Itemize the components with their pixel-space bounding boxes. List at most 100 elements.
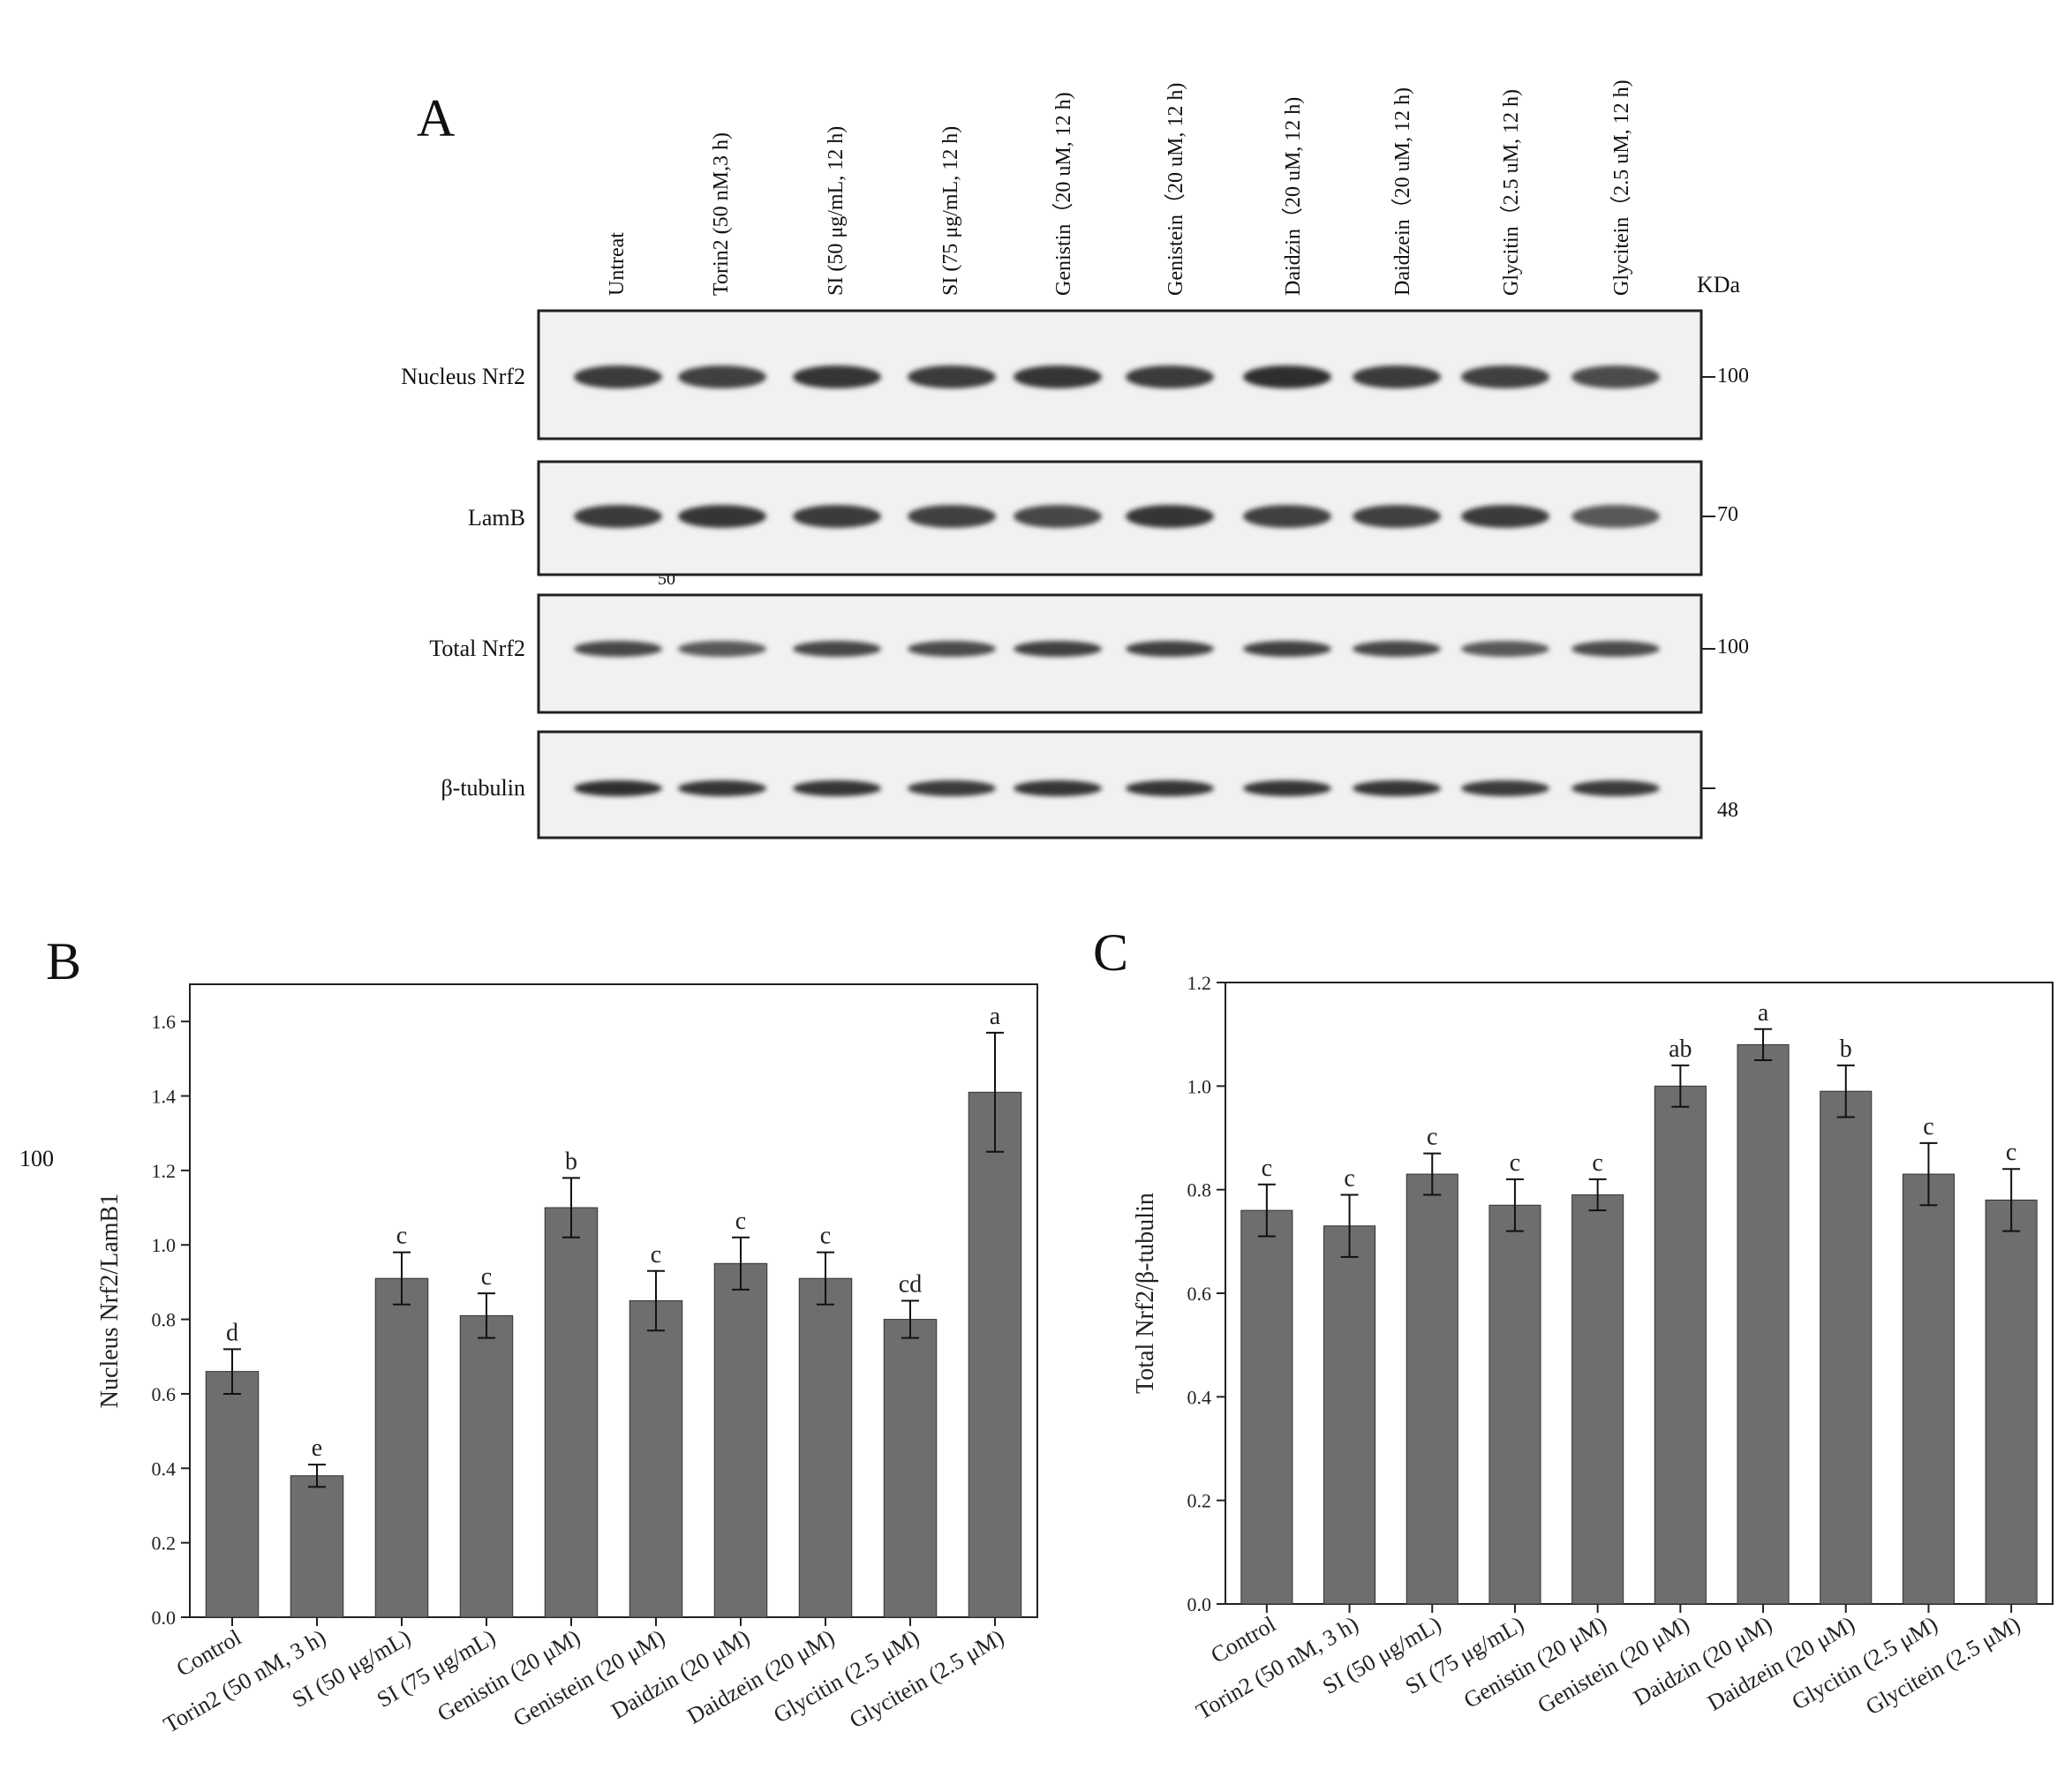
blot-band	[1014, 780, 1102, 796]
significance-letter: c	[396, 1223, 407, 1250]
x-tick-label: Genistein (20 μM)	[509, 1624, 669, 1732]
blot-band	[1571, 641, 1660, 657]
significance-letter: c	[1262, 1155, 1272, 1182]
blot-band	[1243, 641, 1331, 657]
blot-band	[793, 780, 881, 796]
blot-band	[1571, 365, 1660, 388]
x-tick-label: Daidzin (20 μM)	[1629, 1611, 1776, 1711]
y-tick-label: 0.8	[152, 1309, 177, 1331]
chart-c: 0.0 0.2 0.4 0.6 0.8 1.0 1.2 Total Nrf2/β-tubuli…	[1132, 972, 2054, 1725]
blot-band	[1353, 365, 1441, 388]
blot-band	[793, 641, 881, 657]
row-label-total-nrf2: Total Nrf2	[429, 636, 525, 661]
bar	[1488, 1204, 1541, 1605]
blot-band	[678, 780, 766, 796]
significance-letter: c	[1592, 1149, 1602, 1177]
blot-band	[1243, 365, 1331, 388]
blot-band	[908, 365, 996, 388]
blot-band	[1461, 505, 1549, 528]
blot-band	[1571, 505, 1660, 528]
blot-band	[1014, 505, 1102, 528]
bar	[1323, 1225, 1376, 1605]
marker-nucleus-nrf2: 100	[1717, 365, 1749, 388]
blot-band	[1126, 505, 1214, 528]
blot-band	[1243, 780, 1331, 796]
blot-band	[1126, 641, 1214, 657]
blot-band	[908, 641, 996, 657]
bar	[968, 1091, 1022, 1618]
bar	[1571, 1194, 1624, 1605]
blot-band	[678, 365, 766, 388]
y-tick-label: 0.8	[1187, 1179, 1212, 1201]
blot-band	[1571, 780, 1660, 796]
blot-band	[908, 505, 996, 528]
y-tick-label: 0.2	[1187, 1490, 1212, 1512]
row-label-nucleus-nrf2: Nucleus Nrf2	[401, 364, 525, 389]
blot-band	[678, 641, 766, 657]
significance-letter: c	[1427, 1124, 1437, 1151]
plot-frame	[189, 983, 1038, 1618]
kda-label: KDa	[1697, 272, 1741, 297]
significance-letter: c	[2006, 1139, 2016, 1166]
blot-band	[1461, 780, 1549, 796]
y-tick-label: 1.2	[1187, 972, 1212, 994]
y-tick-label: 0.0	[152, 1607, 177, 1629]
y-axis-label: Nucleus Nrf2/LamB1	[96, 1193, 124, 1408]
x-tick-label: Daidzein (20 μM)	[1703, 1611, 1859, 1716]
blot-band	[1126, 365, 1214, 388]
blot-band	[1014, 641, 1102, 657]
significance-letter: c	[820, 1223, 831, 1250]
bar	[713, 1262, 768, 1618]
bar	[629, 1300, 683, 1618]
bar	[1406, 1173, 1458, 1605]
row-label-lamb: LamB	[468, 505, 525, 531]
x-tick-label: Glycitein (2.5 μM)	[1861, 1611, 2024, 1720]
panel-label-b: B	[46, 932, 82, 990]
blot-band	[574, 780, 662, 796]
significance-letter: b	[1840, 1035, 1852, 1063]
bar	[1820, 1090, 1873, 1605]
blot-band	[793, 505, 881, 528]
marker-total-nrf2: 100	[1717, 636, 1749, 659]
y-tick-label: 1.2	[152, 1160, 177, 1182]
significance-letter: e	[312, 1434, 322, 1462]
y-tick-label: 0.6	[152, 1383, 177, 1405]
row-label-beta-tubulin: β-tubulin	[441, 775, 525, 801]
significance-letter: c	[1510, 1149, 1520, 1177]
blot-band	[1353, 780, 1441, 796]
blot-band	[1461, 641, 1549, 657]
bar	[798, 1277, 853, 1618]
significance-letter: c	[481, 1263, 492, 1291]
y-tick-label: 1.6	[152, 1011, 177, 1033]
marker-lamb: 70	[1717, 503, 1738, 526]
y-tick-label: 0.0	[1187, 1593, 1212, 1615]
y-tick-label: 0.6	[1187, 1283, 1212, 1305]
bar	[1654, 1085, 1707, 1605]
significance-letter: cd	[899, 1271, 922, 1299]
y-tick-label: 1.0	[152, 1234, 177, 1256]
bar	[544, 1207, 599, 1618]
bar	[883, 1319, 938, 1618]
x-tick-label: Genistin (20 μM)	[433, 1624, 584, 1727]
stray-label-100: 100	[19, 1146, 54, 1171]
y-tick-label: 0.2	[152, 1532, 177, 1555]
bar	[1240, 1209, 1293, 1605]
chart-b: 0.0 0.2 0.4 0.6 0.8 1.0 1.2 1.4 1.6 Nucleus Nrf2/…	[96, 983, 1038, 1738]
significance-letter: c	[651, 1241, 661, 1269]
bar	[205, 1371, 260, 1618]
blot-band	[574, 365, 662, 388]
panel-label-a: A	[417, 89, 456, 147]
bar	[1737, 1043, 1790, 1605]
y-tick-label: 0.4	[152, 1457, 177, 1480]
significance-letter: c	[1344, 1165, 1354, 1193]
blot-band	[1353, 505, 1441, 528]
significance-letter: a	[990, 1003, 1001, 1030]
bar	[1902, 1173, 1955, 1605]
bar	[459, 1314, 514, 1618]
blot-band	[1353, 641, 1441, 657]
blot-band	[1126, 780, 1214, 796]
marker-beta-tubulin: 48	[1717, 799, 1738, 822]
bar	[374, 1277, 429, 1618]
significance-letter: c	[735, 1208, 746, 1235]
